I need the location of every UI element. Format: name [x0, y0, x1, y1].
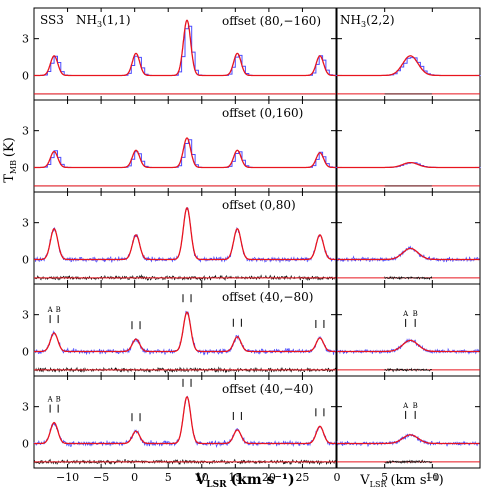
component-label: A: [47, 306, 54, 314]
component-label: B: [413, 402, 418, 410]
model-fit-right: [337, 339, 480, 353]
y-tick-label: 0: [22, 253, 29, 266]
residual-right: [384, 275, 433, 281]
component-label: B: [56, 396, 61, 404]
x-tick-label-right: 0: [334, 471, 341, 484]
y-tick-label: 3: [22, 33, 29, 46]
component-label: A: [402, 310, 409, 318]
component-label: A: [47, 396, 54, 404]
panel-grid: 0 3 offset (80,−160) 0 3 offset (0,160) 0 3 offs…: [22, 7, 481, 484]
y-axis-label: TMB(K): [2, 137, 18, 183]
observed-spectrum-right: [336, 433, 480, 448]
x-tick-label-left: 5: [165, 471, 172, 484]
model-fit-left: [34, 311, 336, 353]
y-tick-label: 3: [22, 125, 29, 138]
y-tick-label: 0: [22, 161, 29, 174]
x-tick-label-left: 10: [195, 471, 209, 484]
x-tick-label-right: 5: [381, 471, 388, 484]
x-tick-label-left: −10: [56, 471, 79, 484]
model-fit-right: [337, 55, 480, 77]
panel-frame-left: [33, 375, 337, 469]
observed-spectrum-right: [337, 162, 481, 168]
left-transition-label: NH3(1,1): [76, 13, 131, 29]
offset-label: offset (40,−40): [222, 382, 313, 396]
x-tick-label-left: 20: [262, 471, 276, 484]
right-transition-label: NH3(2,2): [340, 13, 395, 29]
source-label: SS3: [40, 13, 64, 27]
component-label: A: [402, 402, 409, 410]
y-tick-label: 0: [22, 345, 29, 358]
model-fit-left: [34, 19, 336, 77]
y-tick-label: 0: [22, 437, 29, 450]
model-fit-right: [337, 434, 480, 445]
offset-label: offset (80,−160): [222, 14, 321, 28]
residual-left: [34, 366, 336, 374]
y-tick-label: 0: [22, 69, 29, 82]
x-tick-label-left: 25: [295, 471, 309, 484]
model-fit-left: [34, 396, 336, 445]
panel-frame-right: [336, 283, 481, 377]
component-label: B: [56, 306, 61, 314]
model-fit-left: [34, 206, 336, 261]
x-tick-label-left: 0: [131, 471, 138, 484]
x-tick-label-left: −5: [93, 471, 109, 484]
observed-spectrum-left: [34, 139, 340, 168]
panel-frame-right: [336, 191, 481, 285]
x-tick-label-left: 15: [228, 471, 242, 484]
component-label: B: [413, 310, 418, 318]
x-axis-label-left: VLSR (km s⁻¹): [194, 472, 294, 490]
offset-label: offset (0,160): [222, 106, 303, 120]
y-tick-label: 3: [22, 217, 29, 230]
y-tick-label: 3: [22, 401, 29, 414]
y-tick-label: 3: [22, 309, 29, 322]
offset-label: offset (40,−80): [222, 290, 313, 304]
model-fit-right: [337, 161, 480, 169]
residual-right: [384, 367, 432, 373]
panel-frame-right: [336, 99, 481, 193]
model-fit-left: [34, 137, 336, 169]
panel-frame-right: [336, 375, 481, 469]
residual-right: [384, 459, 433, 464]
offset-label: offset (0,80): [222, 198, 296, 212]
x-axis-label-right: VLSR (km s⁻¹): [359, 473, 443, 489]
model-fit-right: [337, 247, 480, 261]
x-tick-label-right: 10: [425, 471, 439, 484]
observed-spectrum-right: [337, 57, 481, 76]
observed-spectrum-left: [34, 25, 340, 76]
